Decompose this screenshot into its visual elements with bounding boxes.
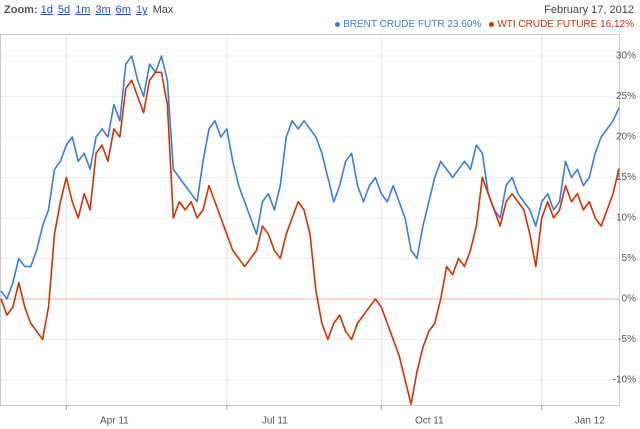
legend-label: WTI CRUDE FUTURE 16.12% xyxy=(497,19,634,30)
x-tick-label: Jan 12 xyxy=(575,416,605,427)
y-tick-label: 10% xyxy=(616,213,636,224)
zoom-option[interactable]: 1y xyxy=(135,4,148,16)
y-tick-label: 15% xyxy=(616,172,636,183)
legend-item: WTI CRUDE FUTURE 16.12% xyxy=(489,19,634,30)
zoom-label: Zoom: xyxy=(4,4,38,16)
x-tick-label: Jul 11 xyxy=(262,416,288,427)
y-tick-label: 30% xyxy=(616,51,636,62)
legend-item: BRENT CRUDE FUTR 23.60% xyxy=(335,19,481,30)
x-tick-label: Apr 11 xyxy=(100,416,129,427)
y-tick-label: 0% xyxy=(622,294,637,305)
zoom-bar: Zoom: 1d 5d 1m 3m 6m 1y Max xyxy=(4,4,173,16)
zoom-option: Max xyxy=(152,4,174,16)
y-tick-label: 20% xyxy=(616,132,636,143)
date: February 17, 2012 xyxy=(544,4,634,16)
series-line xyxy=(0,71,620,405)
zoom-option[interactable]: 6m xyxy=(115,4,131,16)
y-tick-label: -5% xyxy=(618,334,636,345)
y-tick-label: -10% xyxy=(613,375,636,386)
x-tick-label: Oct 11 xyxy=(415,416,444,427)
legend-dot xyxy=(489,21,495,27)
zoom-option[interactable]: 3m xyxy=(95,4,111,16)
y-tick-label: 5% xyxy=(622,253,637,264)
legend-dot xyxy=(335,21,341,27)
zoom-option[interactable]: 1m xyxy=(75,4,91,16)
zoom-option[interactable]: 1d xyxy=(40,4,53,16)
plot-frame xyxy=(0,34,620,406)
series-line xyxy=(0,55,620,300)
legend-label: BRENT CRUDE FUTR 23.60% xyxy=(343,19,482,30)
legend: BRENT CRUDE FUTR 23.60% WTI CRUDE FUTURE … xyxy=(335,19,634,30)
y-tick-label: 25% xyxy=(616,91,636,102)
zoom-option[interactable]: 5d xyxy=(57,4,71,16)
